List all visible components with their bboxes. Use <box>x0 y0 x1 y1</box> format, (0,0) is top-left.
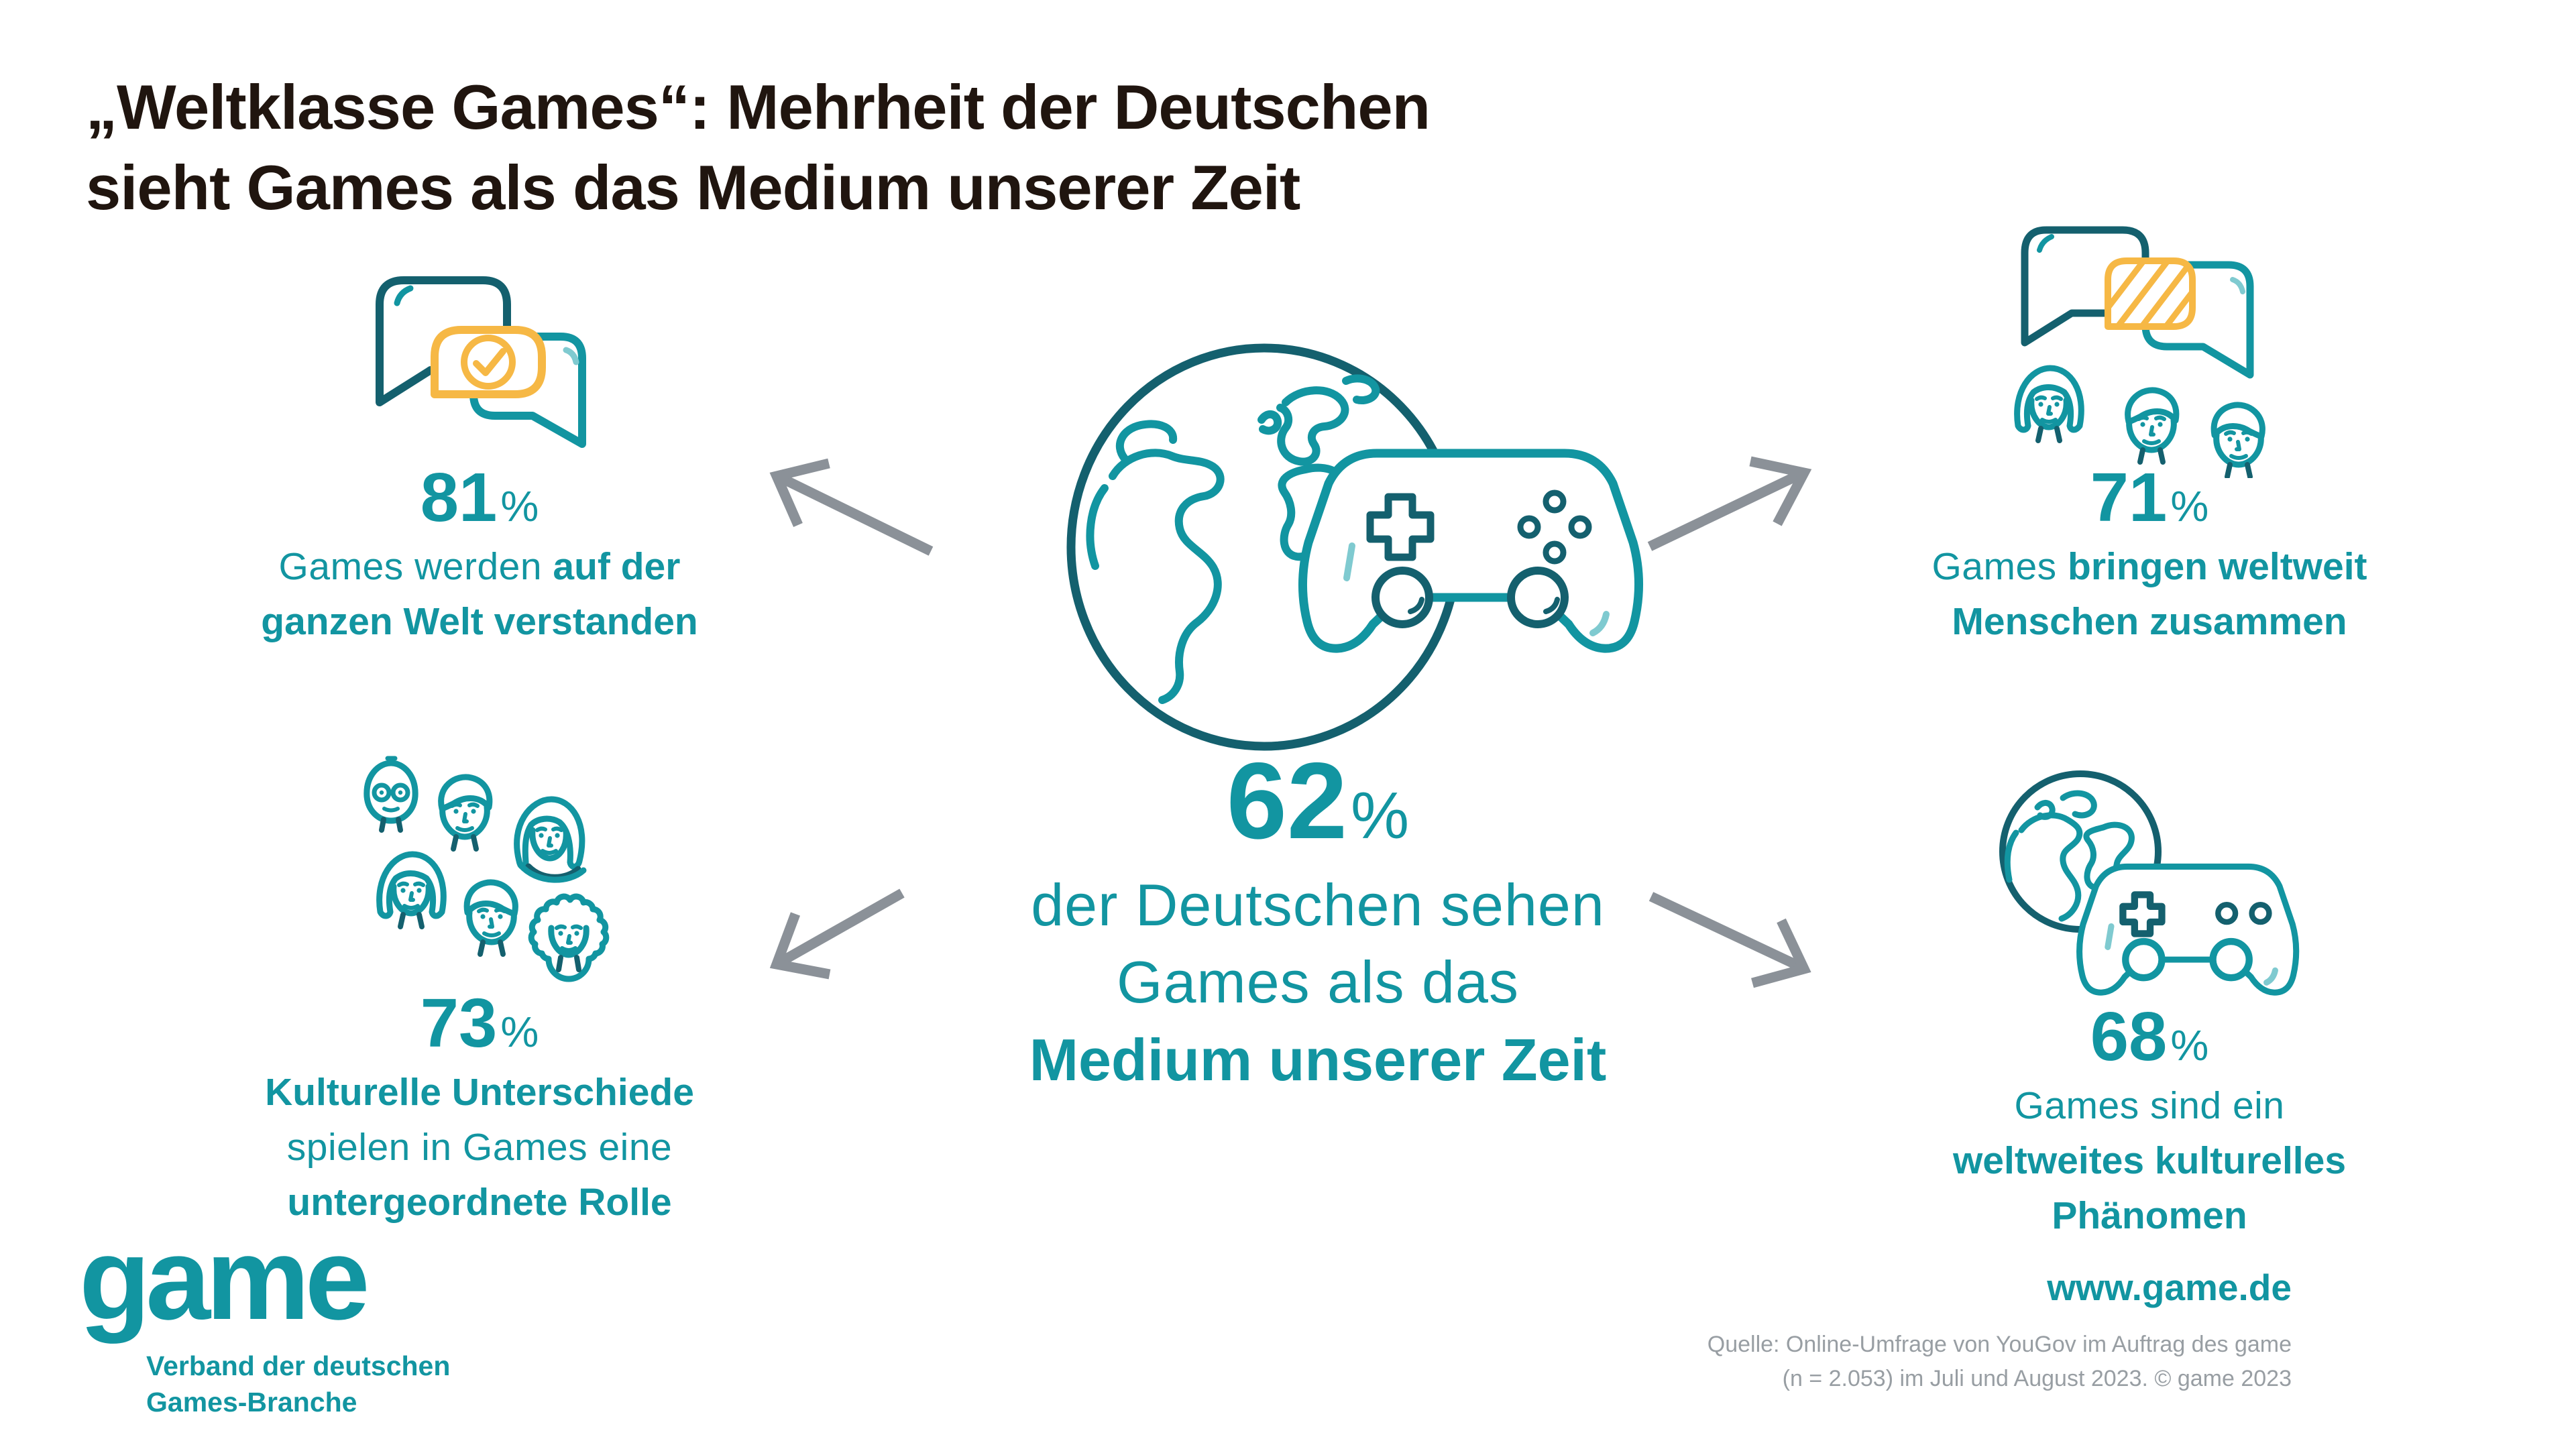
percent-sign: % <box>2170 482 2209 530</box>
arrow-top-left-icon <box>769 458 934 556</box>
stat-value: 71% <box>1868 461 2431 534</box>
stat-cultural-differences: 73% Kulturelle Unterschiede spielen in G… <box>198 984 761 1230</box>
game-logo: game Verband der deutschen Games-Branche <box>79 1220 450 1420</box>
game-logo-wordmark: game <box>79 1213 370 1344</box>
stat-number-text: 81 <box>420 459 498 536</box>
stat-number-text: 73 <box>420 984 498 1061</box>
globe-gamepad-icon <box>1066 343 1644 751</box>
stat-cultural-phenomenon: 68% Games sind ein weltweites kulturelle… <box>1868 1000 2431 1243</box>
woman-face-icon <box>2014 365 2084 443</box>
percent-sign: % <box>1351 778 1410 852</box>
percent-sign: % <box>2170 1021 2209 1069</box>
arrow-top-right-icon <box>1647 456 1812 551</box>
stat-number-text: 68 <box>2090 998 2168 1075</box>
speech-bubbles-people-icon <box>2014 226 2265 478</box>
stat-value: 68% <box>1868 1000 2431 1073</box>
speech-bubbles-check-icon <box>376 276 586 448</box>
diverse-people-icon <box>363 756 610 982</box>
arrow-bottom-left-icon <box>769 888 905 980</box>
man-face-icon <box>438 774 493 852</box>
woman-face-icon <box>376 851 447 929</box>
stat-world-understood: 81% Games werden auf der ganzen Welt ver… <box>198 461 761 649</box>
globe-gamepad-small-icon <box>1999 770 2300 996</box>
page-title: „Weltklasse Games“: Mehrheit der Deutsch… <box>86 67 1431 229</box>
stat-value: 81% <box>198 461 761 534</box>
stat-medium-of-our-time: 62% der Deutschen sehen Games als das Me… <box>919 744 1717 1098</box>
stat-people-together: 71% Games bringen weltweit Menschen zusa… <box>1868 461 2431 649</box>
stat-number-text: 71 <box>2090 459 2168 536</box>
stat-label: Games werden auf der ganzen Welt verstan… <box>261 545 698 644</box>
old-man-face-icon <box>363 756 418 833</box>
curly-woman-face-icon <box>528 893 610 982</box>
website-link: www.game.de <box>2047 1267 2292 1308</box>
stat-value: 73% <box>198 984 761 1061</box>
percent-sign: % <box>500 482 539 530</box>
stat-label: der Deutschen sehen Games als das Medium… <box>1029 872 1607 1093</box>
footer-right: www.game.de Quelle: Online-Umfrage von Y… <box>1707 1266 2292 1396</box>
page-title-line2: sieht Games als das Medium unserer Zeit <box>86 152 1300 223</box>
arrow-bottom-right-icon <box>1648 892 1811 988</box>
man-face-icon <box>2125 387 2180 465</box>
man-face-icon <box>2210 402 2265 478</box>
source-note: Quelle: Online-Umfrage von YouGov im Auf… <box>1707 1332 2292 1391</box>
man-face-icon <box>463 879 518 957</box>
percent-sign: % <box>500 1008 539 1056</box>
game-logo-subtitle: Verband der deutschen Games-Branche <box>146 1350 451 1418</box>
page-title-line1: „Weltklasse Games“: Mehrheit der Deutsch… <box>86 72 1431 142</box>
stat-value: 62% <box>919 744 1717 858</box>
hijab-woman-face-icon <box>514 796 587 883</box>
stat-label: Games bringen weltweit Menschen zusammen <box>1931 545 2367 644</box>
stat-number-text: 62 <box>1226 740 1348 862</box>
stat-label: Kulturelle Unterschiede spielen in Games… <box>265 1071 694 1224</box>
stat-label: Games sind ein weltweites kulturelles Ph… <box>1952 1084 2347 1238</box>
